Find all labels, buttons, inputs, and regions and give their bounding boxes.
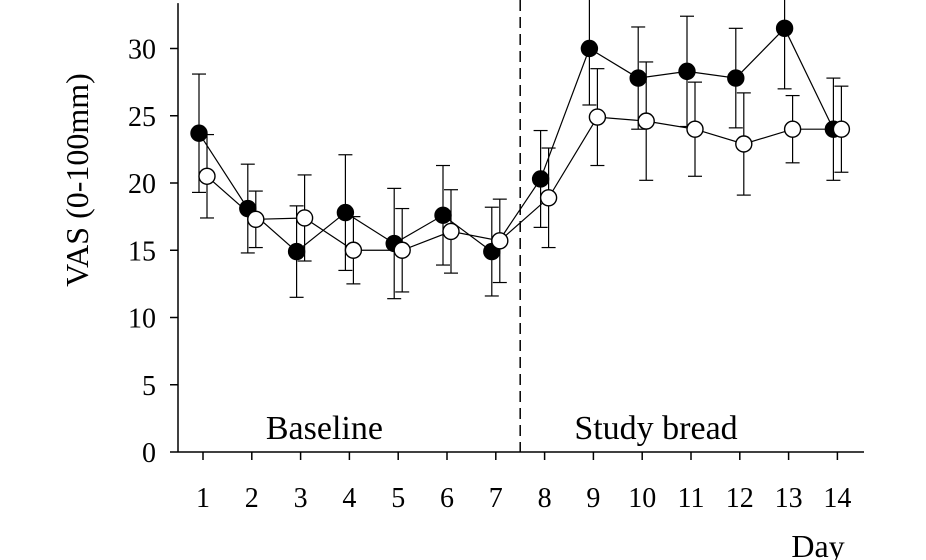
data-point bbox=[247, 210, 265, 229]
data-point bbox=[588, 108, 607, 126]
data-point bbox=[336, 203, 355, 222]
data-point bbox=[735, 135, 753, 153]
axes bbox=[177, 3, 864, 453]
data-point bbox=[727, 69, 745, 87]
x-tick-label: 1 bbox=[196, 483, 210, 514]
y-tick-label: 30 bbox=[128, 35, 156, 66]
data-point bbox=[783, 120, 802, 138]
error-bar bbox=[777, 0, 792, 90]
y-tick-label: 5 bbox=[142, 371, 156, 402]
x-tick-label: 11 bbox=[678, 483, 705, 514]
data-point bbox=[629, 69, 647, 87]
x-axis-title: Day bbox=[791, 528, 844, 560]
data-point bbox=[686, 120, 704, 138]
x-tick-label: 9 bbox=[586, 483, 600, 514]
data-point bbox=[637, 112, 655, 130]
data-point bbox=[531, 170, 550, 188]
data-point bbox=[678, 62, 696, 81]
y-tick-label: 10 bbox=[128, 304, 156, 335]
x-tick-label: 3 bbox=[294, 483, 308, 514]
x-tick-label: 14 bbox=[823, 483, 851, 514]
x-tick-label: 13 bbox=[775, 483, 803, 514]
x-tick-label: 6 bbox=[440, 483, 454, 514]
plot-area bbox=[190, 0, 851, 300]
data-point bbox=[580, 39, 599, 58]
series-markers-filled bbox=[190, 19, 843, 261]
region-label-baseline: Baseline bbox=[266, 410, 383, 447]
data-point bbox=[775, 19, 794, 38]
data-point bbox=[393, 241, 411, 259]
y-axis-title: VAS (0-100mm) bbox=[59, 73, 95, 287]
region-label-study-bread: Study bread bbox=[574, 410, 737, 447]
data-point bbox=[190, 124, 208, 142]
y-tick-label: 25 bbox=[128, 102, 156, 133]
data-point bbox=[442, 222, 460, 241]
x-tick-label: 8 bbox=[538, 483, 552, 514]
data-point bbox=[539, 189, 558, 207]
data-point bbox=[287, 242, 306, 261]
x-tick-label: 2 bbox=[245, 483, 259, 514]
y-tick-label: 20 bbox=[128, 169, 156, 200]
data-point bbox=[198, 167, 216, 185]
x-tick-label: 5 bbox=[391, 483, 405, 514]
data-point bbox=[434, 206, 452, 224]
series-markers-open bbox=[198, 108, 851, 259]
y-tick-label: 0 bbox=[142, 438, 156, 469]
x-tick-label: 12 bbox=[726, 483, 754, 514]
data-point bbox=[832, 120, 851, 138]
x-tick-label: 10 bbox=[628, 483, 656, 514]
data-point bbox=[491, 232, 509, 250]
data-point bbox=[295, 209, 314, 227]
data-point bbox=[344, 241, 363, 259]
x-tick-label: 4 bbox=[342, 483, 356, 514]
x-tick-label: 7 bbox=[489, 483, 503, 514]
y-tick-label: 15 bbox=[128, 236, 156, 267]
